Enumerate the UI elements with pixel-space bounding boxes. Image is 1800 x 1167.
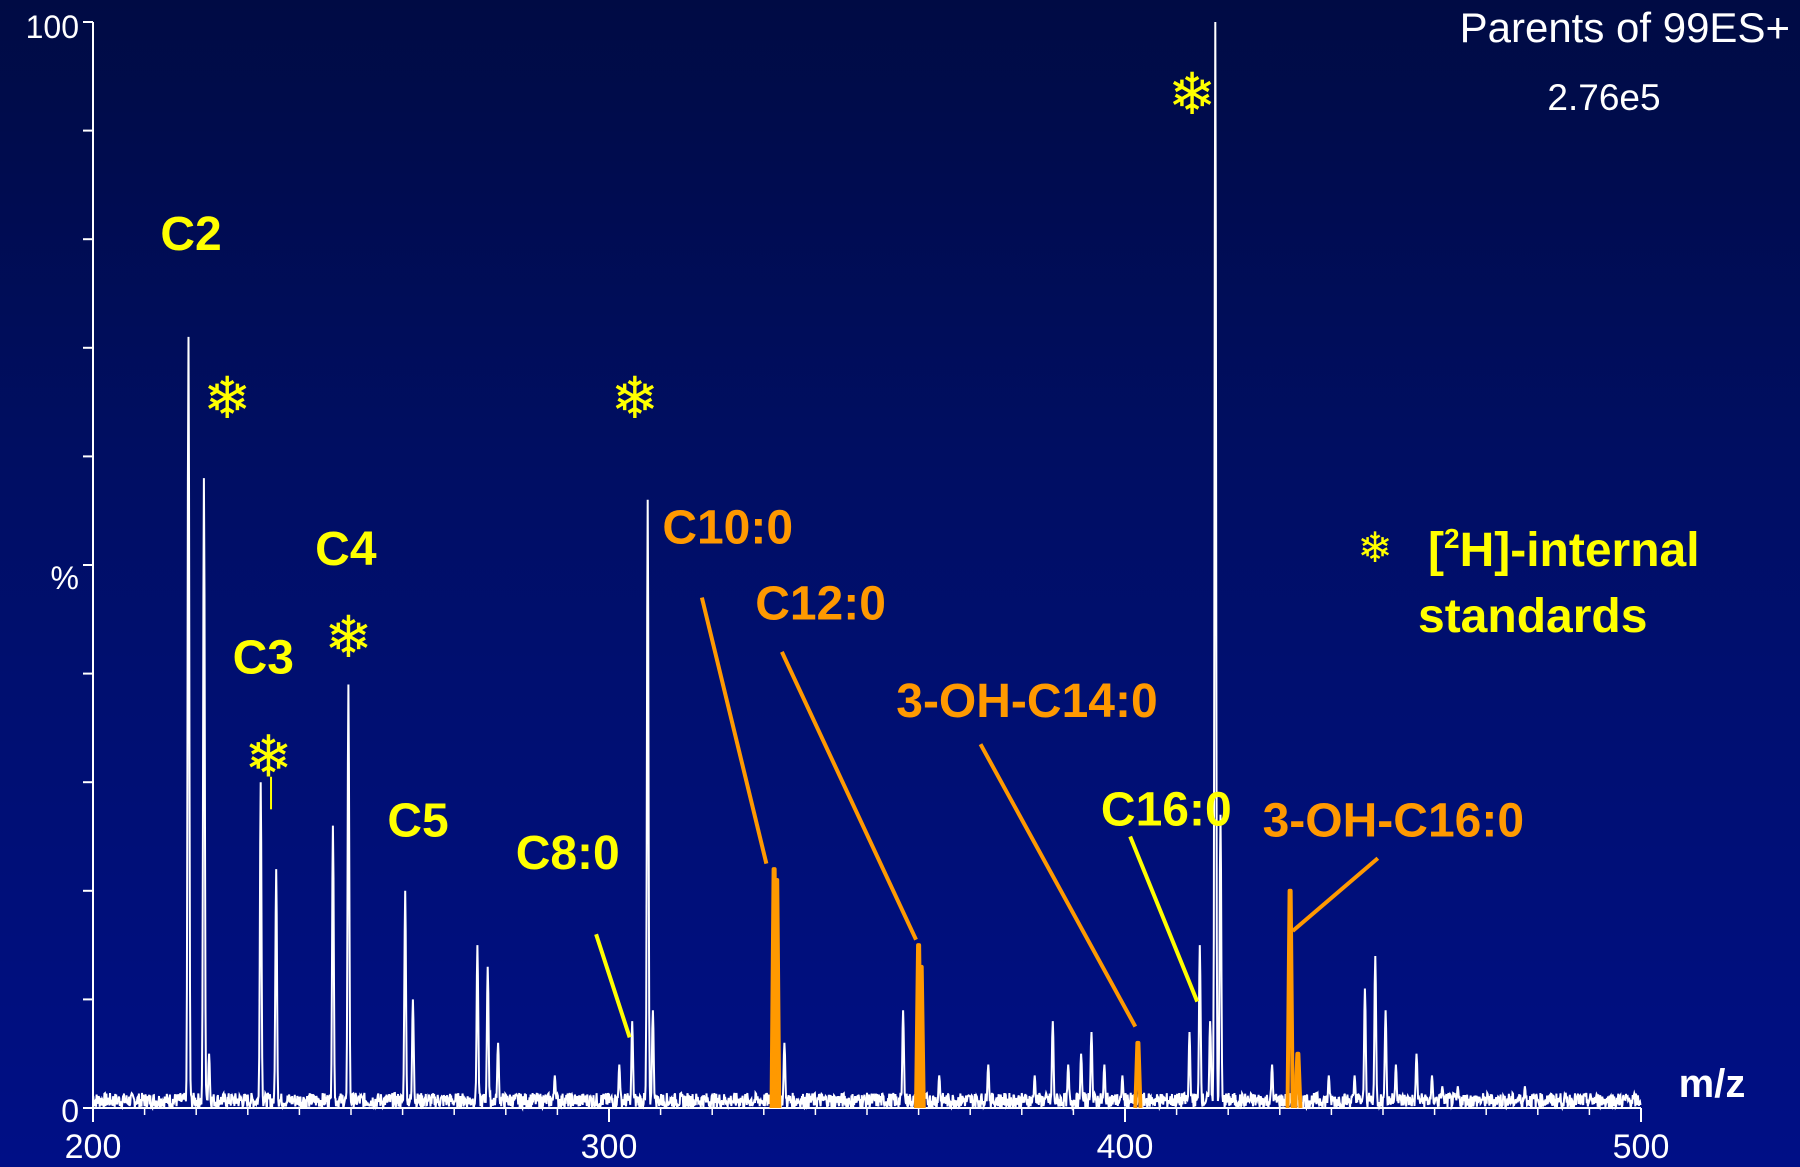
peak-label: C5 — [387, 795, 448, 848]
x-axis-label: m/z — [1679, 1062, 1746, 1106]
internal-standard-star-icon: ❄ — [1168, 60, 1217, 128]
highlight-peak — [1285, 888, 1295, 1109]
y-tick-label: 0 — [61, 1093, 79, 1129]
peak-label: 3-OH-C14:0 — [896, 675, 1157, 728]
internal-standard-star-icon: ❄ — [203, 364, 252, 432]
highlight-peak — [772, 877, 782, 1109]
chart-subtitle: 2.76e5 — [1547, 77, 1660, 118]
legend-bracket: [ — [1428, 524, 1444, 577]
legend-superscript: 2 — [1444, 523, 1460, 554]
leader-line — [594, 933, 632, 1039]
highlight-peak — [916, 964, 926, 1109]
x-tick-label: 400 — [1097, 1128, 1154, 1166]
series-layer — [92, 21, 1642, 1112]
legend-label-line2: standards — [1418, 590, 1647, 643]
chart-title: Parents of 99ES+ — [1460, 4, 1790, 51]
legend-text: H]-internal — [1460, 524, 1700, 577]
peak-label: C3 — [233, 632, 294, 685]
annotation-leaders — [270, 597, 1380, 1039]
leader-line — [699, 597, 769, 865]
peak-label: C10:0 — [662, 501, 793, 554]
peak-label: C8:0 — [516, 827, 620, 880]
x-tick-label: 200 — [65, 1128, 122, 1166]
peak-label: C12:0 — [755, 577, 886, 630]
annotations: C2 C3 C4 C5 C8:0 C10:0 C12:03-OH-C14:0 C16:0 3-O… — [160, 208, 1524, 880]
spectrum-trace — [92, 21, 1642, 1112]
peak-label: C4 — [315, 523, 377, 576]
legend-label: [2H]-internal — [1428, 523, 1700, 577]
peak-label: C2 — [160, 208, 221, 261]
y-tick-label: % — [51, 560, 79, 596]
legend: ❄ [2H]-internal standards — [1357, 523, 1699, 643]
highlight-peak — [1293, 1051, 1303, 1109]
internal-standard-markers: ❄ ❄ ❄ ❄ ❄ — [203, 60, 1217, 790]
x-tick-label: 500 — [1613, 1128, 1670, 1166]
leader-line — [1291, 856, 1380, 933]
peak-label: 3-OH-C16:0 — [1263, 795, 1524, 848]
legend-star-icon: ❄ — [1357, 523, 1392, 572]
internal-standard-star-icon: ❄ — [244, 723, 293, 791]
internal-standard-star-icon: ❄ — [610, 364, 659, 432]
leader-line — [780, 651, 918, 941]
leader-line — [978, 743, 1138, 1028]
axes: 200 300 400 500 0% 100 — [26, 9, 1670, 1166]
leader-line — [1128, 835, 1200, 1003]
y-tick-label: 100 — [26, 9, 79, 45]
peak-label: C16:0 — [1101, 784, 1232, 837]
highlight-peak — [1133, 1040, 1143, 1109]
internal-standard-star-icon: ❄ — [324, 603, 373, 671]
x-tick-label: 300 — [581, 1128, 638, 1166]
